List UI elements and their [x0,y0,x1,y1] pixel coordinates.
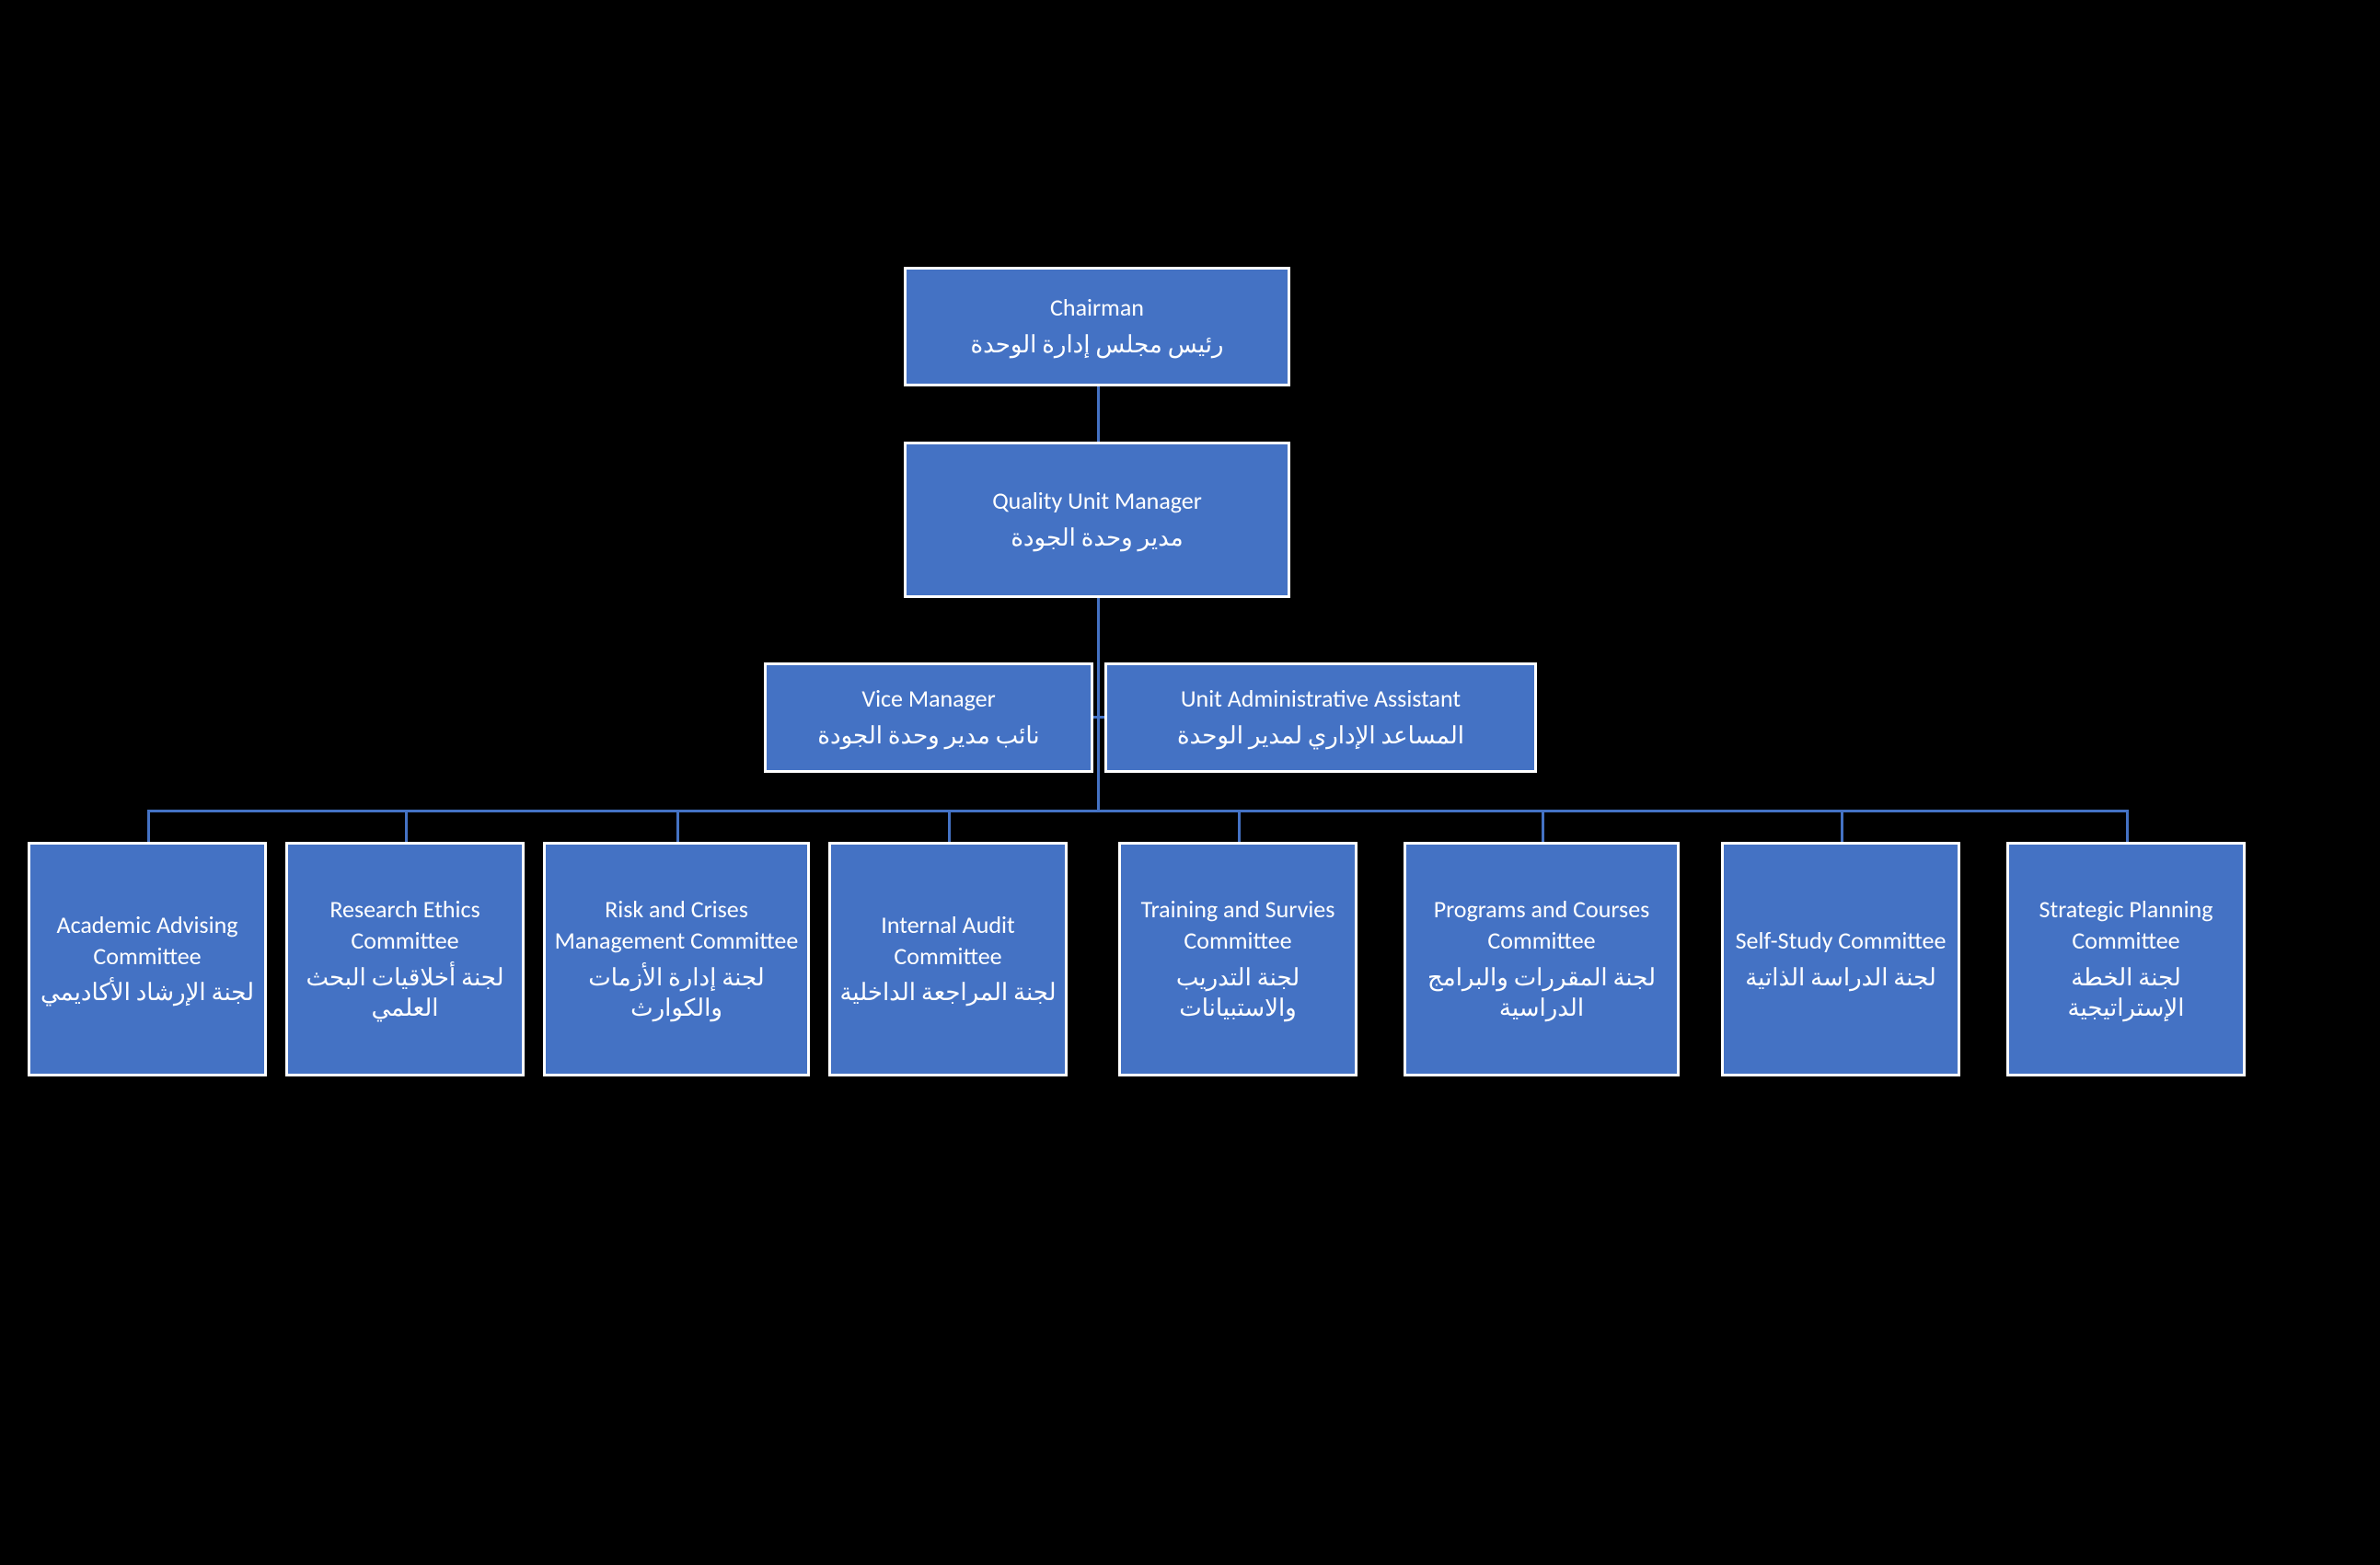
node-research-ethics-ar: لجنة أخلاقيات البحث العلمي [295,962,514,1025]
node-academic-advising-en: Academic Advising Committee [38,910,257,972]
node-risk-crises-ar: لجنة إدارة الأزمات والكوارث [553,962,800,1025]
node-chairman: Chairman رئيس مجلس إدارة الوحدة [904,267,1290,386]
node-vice-manager: Vice Manager نائب مدير وحدة الجودة [764,662,1093,773]
node-research-ethics-en: Research Ethics Committee [295,894,514,957]
node-programs-courses: Programs and Courses Committee لجنة المق… [1404,842,1680,1076]
node-academic-advising: Academic Advising Committee لجنة الإرشاد… [28,842,267,1076]
node-quality-manager-ar: مدير وحدة الجودة [1011,523,1183,554]
connector-drop-audit [948,810,951,842]
node-strategic-planning: Strategic Planning Committee لجنة الخطة … [2006,842,2246,1076]
node-self-study: Self-Study Committee لجنة الدراسة الذاتي… [1721,842,1960,1076]
connector-chairman-to-quality [1097,386,1100,442]
node-academic-advising-ar: لجنة الإرشاد الأكاديمي [40,977,254,1008]
node-training-surveys: Training and Survies Committee لجنة التد… [1118,842,1358,1076]
node-training-surveys-ar: لجنة التدريب والاستبيانات [1128,962,1347,1025]
node-admin-assistant: Unit Administrative Assistant المساعد ال… [1104,662,1537,773]
node-self-study-en: Self-Study Committee [1736,926,1947,957]
node-programs-courses-en: Programs and Courses Committee [1414,894,1669,957]
node-admin-assistant-ar: المساعد الإداري لمدير الوحدة [1177,720,1464,752]
node-self-study-ar: لجنة الدراسة الذاتية [1745,962,1936,994]
node-risk-crises: Risk and Crises Management Committee لجن… [543,842,810,1076]
node-admin-assistant-en: Unit Administrative Assistant [1181,684,1461,715]
connector-drop-training [1238,810,1241,842]
connector-drop-programs [1542,810,1544,842]
node-training-surveys-en: Training and Survies Committee [1128,894,1347,957]
node-strategic-planning-ar: لجنة الخطة الإستراتيجية [2016,962,2236,1025]
connector-drop-academic [147,810,150,842]
node-vice-manager-ar: نائب مدير وحدة الجودة [817,720,1039,752]
node-internal-audit-en: Internal Audit Committee [838,910,1057,972]
node-vice-manager-en: Vice Manager [861,684,995,715]
node-research-ethics: Research Ethics Committee لجنة أخلاقيات … [285,842,525,1076]
node-internal-audit-ar: لجنة المراجعة الداخلية [839,977,1056,1008]
node-chairman-ar: رئيس مجلس إدارة الوحدة [970,329,1223,361]
connector-drop-strategic [2126,810,2129,842]
node-strategic-planning-en: Strategic Planning Committee [2016,894,2236,957]
connector-drop-research [405,810,408,842]
node-programs-courses-ar: لجنة المقررات والبرامج الدراسية [1414,962,1669,1025]
node-quality-manager: Quality Unit Manager مدير وحدة الجودة [904,442,1290,598]
connector-drop-risk [676,810,679,842]
node-chairman-en: Chairman [1050,293,1144,324]
node-quality-manager-en: Quality Unit Manager [992,486,1202,517]
connector-quality-trunk [1097,598,1100,810]
connector-committee-bus [147,810,2126,812]
node-risk-crises-en: Risk and Crises Management Committee [553,894,800,957]
connector-drop-selfstudy [1841,810,1843,842]
node-internal-audit: Internal Audit Committee لجنة المراجعة ا… [828,842,1068,1076]
